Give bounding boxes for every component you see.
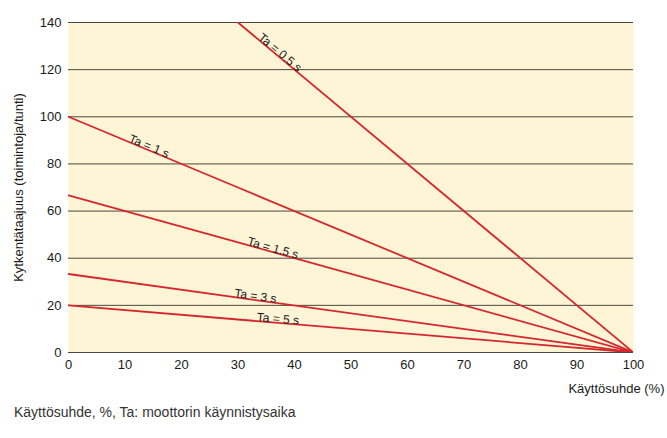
svg-text:80: 80 xyxy=(513,357,527,372)
svg-text:Ta = 3 s: Ta = 3 s xyxy=(234,286,278,306)
svg-text:30: 30 xyxy=(231,357,245,372)
svg-text:0: 0 xyxy=(65,357,72,372)
svg-text:120: 120 xyxy=(40,62,62,77)
svg-text:Ta = 5 s: Ta = 5 s xyxy=(256,310,299,327)
svg-text:60: 60 xyxy=(47,203,61,218)
html-text:Käyttösuhde, %, Ta: moottorin: Käyttösuhde, %, Ta: moottorin käynnistys… xyxy=(14,404,296,420)
svg-text:80: 80 xyxy=(47,156,61,171)
svg-text:10: 10 xyxy=(118,357,132,372)
svg-text:40: 40 xyxy=(47,250,61,265)
svg-text:40: 40 xyxy=(287,357,301,372)
svg-text:90: 90 xyxy=(570,357,584,372)
svg-text:100: 100 xyxy=(40,109,62,124)
svg-text:100: 100 xyxy=(623,357,645,372)
svg-text:20: 20 xyxy=(174,357,188,372)
svg-text:70: 70 xyxy=(457,357,471,372)
svg-text:Ta = 1 s: Ta = 1 s xyxy=(127,131,171,160)
svg-text:0: 0 xyxy=(54,345,61,360)
svg-text:Ta = 0.5 s: Ta = 0.5 s xyxy=(256,30,305,74)
svg-text:60: 60 xyxy=(400,357,414,372)
svg-text:20: 20 xyxy=(47,298,61,313)
svg-text:Ta = 1.5 s: Ta = 1.5 s xyxy=(246,234,300,262)
svg-text:50: 50 xyxy=(344,357,358,372)
svg-text:Käyttösuhde (%): Käyttösuhde (%) xyxy=(568,381,664,396)
svg-text:Kytkentätaajuus (toimintoja/tu: Kytkentätaajuus (toimintoja/tunti) xyxy=(11,93,26,282)
svg-text:140: 140 xyxy=(40,15,62,30)
